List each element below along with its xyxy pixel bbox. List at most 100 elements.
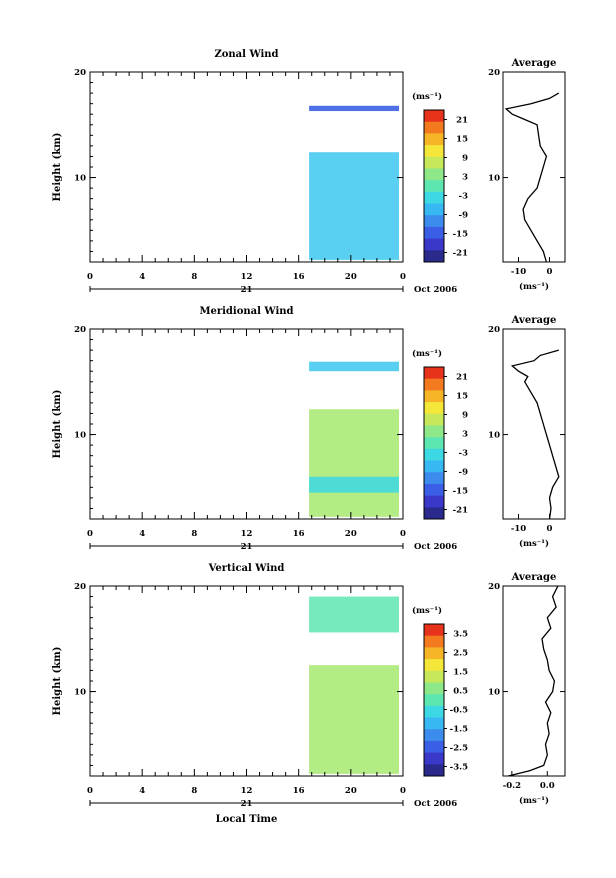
colorbar-tick-label: -21: [453, 506, 468, 516]
colorbar-segment: [424, 215, 444, 228]
x-tick-label: 0: [87, 786, 93, 796]
colorbar-tick-label: -21: [453, 249, 468, 259]
colorbar-tick-label: -9: [459, 211, 469, 221]
colorbar-tick-label: -2.5: [450, 744, 468, 754]
colorbar-segment: [424, 156, 444, 169]
colorbar-segment: [424, 402, 444, 415]
colorbar-segment: [424, 647, 444, 660]
colorbar-segment: [424, 483, 444, 497]
colorbar-tick-label: 15: [456, 135, 468, 145]
colorbar-segment: [424, 121, 444, 134]
colorbar-segment: [424, 425, 444, 438]
colorbar-segment: [424, 740, 444, 754]
average-frame: [502, 328, 566, 520]
x-tick-label: 20: [345, 529, 357, 539]
data-layer: [309, 105, 399, 112]
colorbar-segment: [424, 378, 444, 391]
colorbar-tick-label: 9: [462, 154, 468, 164]
x-tick-label: 4: [139, 529, 145, 539]
x-tick-label: 20: [345, 272, 357, 282]
colorbar-tick-label: 0.5: [453, 687, 468, 697]
data-layer: [309, 476, 399, 493]
x-tick-label: 12: [241, 529, 253, 539]
panel-title: Meridional Wind: [199, 306, 293, 317]
day-label: 21: [241, 285, 253, 295]
x-tick-label: 0: [400, 272, 406, 282]
panel-title: Vertical Wind: [208, 563, 285, 574]
colorbar-unit: (ms⁻¹): [412, 348, 442, 359]
colorbar-segment: [424, 752, 444, 765]
avg-y-tick-label: 20: [488, 582, 500, 592]
colorbar-segment: [424, 168, 444, 181]
colorbar-segment: [424, 635, 444, 648]
colorbar-tick-label: 3: [462, 430, 468, 440]
colorbar-segment: [424, 682, 444, 695]
average-frame: [502, 71, 566, 263]
average-title: Average: [511, 315, 557, 326]
colorbar-tick-label: 3.5: [453, 630, 468, 640]
colorbar-segment: [424, 250, 444, 263]
colorbar-tick-label: -0.5: [450, 706, 468, 716]
y-axis-label: Height (km): [52, 390, 63, 459]
x-tick-label: 0: [87, 272, 93, 282]
colorbar-segment: [424, 191, 444, 205]
x-tick-label: 0: [400, 786, 406, 796]
average-title: Average: [511, 572, 557, 583]
average-profile-line: [504, 92, 560, 263]
y-tick-label: 20: [74, 582, 86, 592]
colorbar-segment: [424, 238, 444, 251]
colorbar-frame: [423, 109, 445, 263]
y-tick-label: 20: [74, 68, 86, 78]
x-tick-label: 16: [293, 529, 305, 539]
colorbar-segment: [424, 367, 444, 380]
avg-x-tick-label: -0.2: [503, 781, 521, 791]
avg-unit: (ms⁻¹): [519, 538, 549, 549]
colorbar-segment: [424, 624, 444, 637]
colorbar-tick-label: 3: [462, 173, 468, 183]
x-tick-label: 20: [345, 786, 357, 796]
colorbar-segment: [424, 226, 444, 240]
colorbar-segment: [424, 203, 444, 216]
avg-x-tick-label: 0: [547, 524, 553, 534]
colorbar-segment: [424, 670, 444, 683]
colorbar-segment: [424, 390, 444, 403]
day-label: 21: [241, 542, 253, 552]
x-axis-label: Local Time: [216, 814, 278, 825]
colorbar-segment: [424, 717, 444, 730]
colorbar-tick-label: -3: [459, 449, 469, 459]
colorbar-segment: [424, 659, 444, 672]
colorbar-tick-label: -3.5: [450, 763, 468, 773]
panel-meridional-wind: Meridional Wind 20 10 0 4 8 12 16 20 0 21 Oct 2006 H…: [52, 306, 566, 552]
avg-unit: (ms⁻¹): [519, 281, 549, 292]
x-tick-label: 8: [191, 272, 197, 282]
y-axis-label: Height (km): [52, 133, 63, 202]
colorbar-segment: [424, 705, 444, 719]
avg-y-tick-label: 10: [488, 174, 500, 184]
panel-vertical-wind: Vertical Wind 20 10 0 4 8 12 16 20 0 21 Oct 2006 Hei…: [52, 563, 566, 809]
colorbar-segment: [424, 448, 444, 462]
avg-y-tick-label: 20: [488, 68, 500, 78]
colorbar-segment: [424, 764, 444, 777]
panel-title: Zonal Wind: [214, 49, 278, 60]
y-tick-label: 10: [74, 688, 86, 698]
data-layer: [309, 596, 399, 633]
colorbar-segment: [424, 133, 444, 146]
avg-y-tick-label: 10: [488, 431, 500, 441]
colorbar-tick-label: 9: [462, 411, 468, 421]
x-tick-label: 0: [87, 529, 93, 539]
x-tick-label: 12: [241, 786, 253, 796]
colorbar-segment: [424, 460, 444, 473]
x-tick-label: 4: [139, 786, 145, 796]
data-layer: [309, 665, 399, 774]
avg-x-tick-label: 0: [547, 267, 553, 277]
data-layer: [309, 409, 399, 517]
colorbar-tick-label: -1.5: [450, 725, 468, 735]
avg-y-tick-label: 10: [488, 688, 500, 698]
x-tick-label: 16: [293, 786, 305, 796]
colorbar-segment: [424, 507, 444, 520]
colorbar-tick-label: -15: [453, 230, 468, 240]
x-tick-label: 16: [293, 272, 305, 282]
colorbar-segment: [424, 413, 444, 426]
date-label: Oct 2006: [414, 542, 457, 552]
